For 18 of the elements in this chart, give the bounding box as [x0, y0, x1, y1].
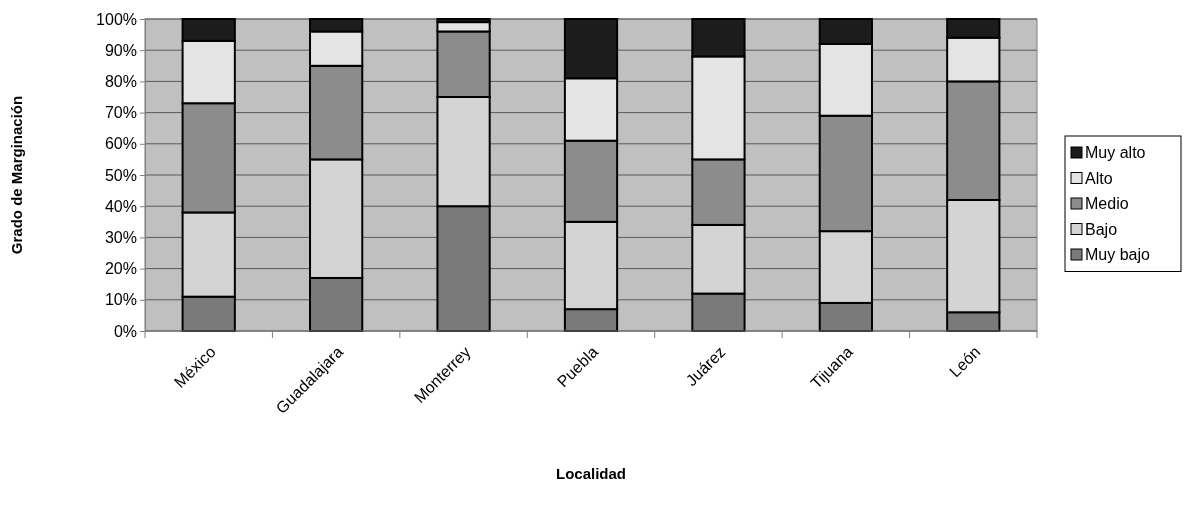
legend-label: Muy bajo — [1085, 246, 1151, 263]
y-tick-label: 50% — [104, 166, 137, 184]
y-tick-label: 30% — [104, 229, 137, 247]
legend-label: Alto — [1085, 169, 1113, 187]
y-tick-label: 100% — [96, 10, 137, 28]
legend-label: Bajo — [1085, 220, 1118, 238]
legend-label: Medio — [1085, 195, 1129, 212]
x-axis-title: Localidad — [555, 465, 627, 482]
y-tick-label: 0% — [113, 322, 137, 340]
y-tick-label: 90% — [104, 41, 137, 59]
y-tick-label: 80% — [104, 73, 137, 91]
y-tick-label: 70% — [104, 104, 137, 122]
y-axis-title: Grado de Marginación — [8, 95, 25, 255]
y-tick-label: 10% — [104, 291, 137, 309]
legend-label: Muy alto — [1085, 144, 1146, 161]
y-tick-label: 60% — [104, 135, 137, 153]
y-tick-label: 20% — [104, 260, 137, 278]
y-tick-label: 40% — [104, 197, 137, 215]
